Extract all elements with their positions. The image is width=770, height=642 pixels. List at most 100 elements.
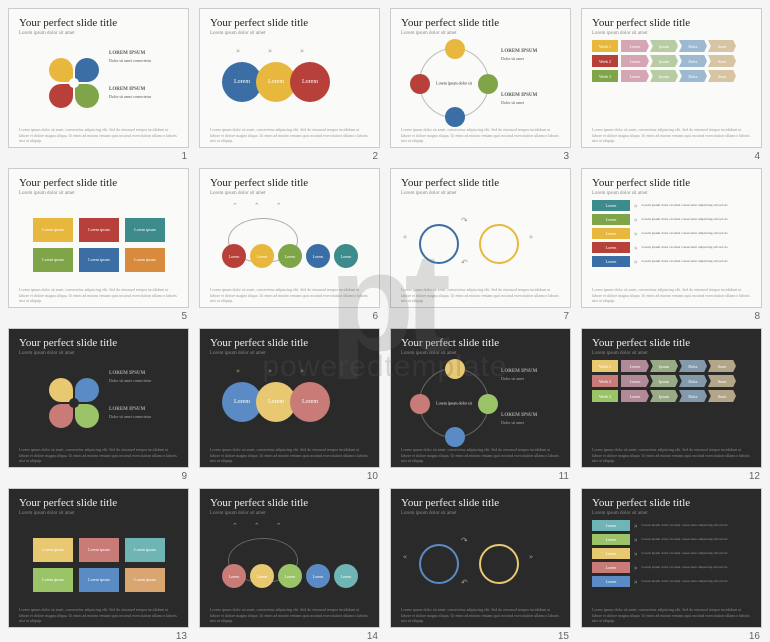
list-label: Lorem: [592, 228, 630, 239]
slide-title: Your perfect slide title: [210, 497, 369, 509]
slide-number: 11: [559, 471, 569, 482]
box-5: Lorem ipsum: [125, 248, 165, 272]
petal-4: [75, 404, 99, 428]
list-row-3: Lorem»Lorem ipsum dolor sit amet consect…: [592, 562, 751, 573]
slide-content: Lorem ipsum dolor sitLOREM IPSUMDolor si…: [401, 360, 560, 450]
chevron: Dolor: [679, 375, 707, 387]
slide-16: Your perfect slide title Lorem ipsum dolo…: [581, 488, 762, 628]
boxes-grid: Lorem ipsumLorem ipsumLorem ipsumLorem i…: [33, 218, 165, 272]
arrow-right: »: [529, 232, 533, 241]
list-arrow-icon: »: [634, 258, 638, 266]
chevron: Ipsum: [650, 40, 678, 52]
petal-4: [75, 84, 99, 108]
slide-subtitle: Lorem ipsum dolor sit amet: [19, 351, 178, 356]
arrow-left: «: [403, 232, 407, 241]
list-text: Lorem ipsum dolor sit amet consectetur a…: [642, 245, 752, 249]
box-1: Lorem ipsum: [79, 218, 119, 242]
slide-subtitle: Lorem ipsum dolor sit amet: [210, 511, 369, 516]
slide-13: Your perfect slide title Lorem ipsum dolo…: [8, 488, 189, 628]
small-circle-3: Lorem: [306, 244, 330, 268]
slide-number: 10: [367, 471, 378, 482]
box-3: Lorem ipsum: [33, 248, 73, 272]
chevron: Lorem: [621, 390, 649, 402]
chevron: Ipsum: [650, 55, 678, 67]
cell-4: Your perfect slide titleLorem ipsum dolo…: [581, 8, 762, 148]
box-4: Lorem ipsum: [79, 248, 119, 272]
slide-title: Your perfect slide title: [401, 337, 560, 349]
petal-2: [75, 378, 99, 402]
slide-footer: Lorem ipsum dolor sit amet, consectetur …: [592, 607, 751, 623]
slide-title: Your perfect slide title: [19, 497, 178, 509]
list-row-4: Lorem»Lorem ipsum dolor sit amet consect…: [592, 256, 751, 267]
chevron: Amet: [708, 40, 736, 52]
slide-footer: Lorem ipsum dolor sit amet, consectetur …: [19, 287, 178, 303]
slide-6: Your perfect slide titleLorem ipsum dolo…: [199, 168, 380, 308]
cycle-dot-1: [478, 394, 498, 414]
list-label: Lorem: [592, 562, 630, 573]
cycle-side-2: LOREM IPSUMDolor sit amet: [501, 92, 551, 106]
chevron: Dolor: [679, 40, 707, 52]
slide-subtitle: Lorem ipsum dolor sit amet: [592, 31, 751, 36]
slide-footer: Lorem ipsum dolor sit amet, consectetur …: [19, 607, 178, 623]
side-text-1: LOREM IPSUMDolor sit amet consectetur: [109, 406, 159, 420]
list-text: Lorem ipsum dolor sit amet consectetur a…: [642, 217, 752, 221]
list-label: Lorem: [592, 576, 630, 587]
ring-2: [479, 224, 519, 264]
slide-number: 12: [749, 471, 760, 482]
slide-content: LOREM IPSUMDolor sit amet consecteturLOR…: [19, 40, 178, 130]
slide-title: Your perfect slide title: [210, 337, 369, 349]
slide-content: Lorem » Lorem ipsum dolor sit amet consect…: [592, 200, 751, 290]
slide-number: 14: [367, 631, 378, 642]
small-circle-2: Lorem: [278, 564, 302, 588]
arrow-rows: Week 1LoremIpsumDolorAmetWeek 2LoremIpsu…: [592, 40, 751, 82]
slide-content: LOREM IPSUMDolor sit amet consecteturLOR…: [19, 360, 178, 450]
cell-16: Your perfect slide title Lorem ipsum dolo…: [581, 488, 762, 628]
box-2: Lorem ipsum: [125, 218, 165, 242]
slide-title: Your perfect slide title: [592, 497, 751, 509]
slide-subtitle: Lorem ipsum dolor sit amet: [19, 31, 178, 36]
slide-content: Lorem ipsumLorem ipsumLorem ipsumLorem i…: [19, 520, 178, 610]
slide-content: ↷↶«»: [401, 200, 560, 290]
cycle-dot-3: [410, 394, 430, 414]
circle-2: Lorem: [290, 382, 330, 422]
box-4: Lorem ipsum: [79, 568, 119, 592]
list-arrow-icon: »: [634, 564, 638, 572]
chevron: Dolor: [679, 360, 707, 372]
petal-1: [49, 378, 73, 402]
slide-subtitle: Lorem ipsum dolor sit amet: [592, 351, 751, 356]
ring-1: [419, 544, 459, 584]
list-row-2: Lorem»Lorem ipsum dolor sit amet consect…: [592, 228, 751, 239]
slide-11: Your perfect slide title Lorem ipsum dolo…: [390, 328, 571, 468]
cycle-center-text: Lorem ipsum dolor sit: [434, 80, 474, 85]
list-row-3: Lorem»Lorem ipsum dolor sit amet consect…: [592, 242, 751, 253]
cycle-side-1: LOREM IPSUMDolor sit amet: [501, 368, 551, 382]
cycle-dot-1: [478, 74, 498, 94]
ring-1: [419, 224, 459, 264]
boxes-grid: Lorem ipsumLorem ipsumLorem ipsumLorem i…: [33, 538, 165, 592]
list-text: Lorem ipsum dolor sit amet consectetur a…: [642, 203, 752, 207]
cycle-side-1: LOREM IPSUMDolor sit amet: [501, 48, 551, 62]
slide-footer: Lorem ipsum dolor sit amet, consectetur …: [19, 447, 178, 463]
slide-content: Week 1LoremIpsumDolorAmetWeek 2LoremIpsu…: [592, 40, 751, 130]
list-arrow-icon: »: [634, 550, 638, 558]
cell-2: Your perfect slide titleLorem ipsum dolo…: [199, 8, 380, 148]
slide-content: LoremLoremLoremLoremLorem⌃⌃⌃: [210, 200, 369, 290]
ring-2: [479, 544, 519, 584]
arrow-right: »: [529, 552, 533, 561]
row-label: Week 1: [592, 40, 618, 52]
cell-15: Your perfect slide titleLorem ipsum dolo…: [390, 488, 571, 628]
slide-footer: Lorem ipsum dolor sit amet, consectetur …: [210, 127, 369, 143]
cycle-dot-2: [445, 427, 465, 447]
arc-arrow-2: ↶: [461, 258, 468, 267]
cell-7: Your perfect slide titleLorem ipsum dolo…: [390, 168, 571, 308]
flower-diagram: [49, 378, 99, 428]
list-row-1: Lorem»Lorem ipsum dolor sit amet consect…: [592, 534, 751, 545]
slide-15: Your perfect slide titleLorem ipsum dolo…: [390, 488, 571, 628]
arrows: »»»: [236, 46, 304, 55]
list-arrow-icon: »: [634, 578, 638, 586]
list-arrow-icon: »: [634, 230, 638, 238]
row-label: Week 3: [592, 390, 618, 402]
list-arrow-icon: »: [634, 244, 638, 252]
flower-center: [69, 78, 79, 88]
cell-12: Your perfect slide titleLorem ipsum dolo…: [581, 328, 762, 468]
